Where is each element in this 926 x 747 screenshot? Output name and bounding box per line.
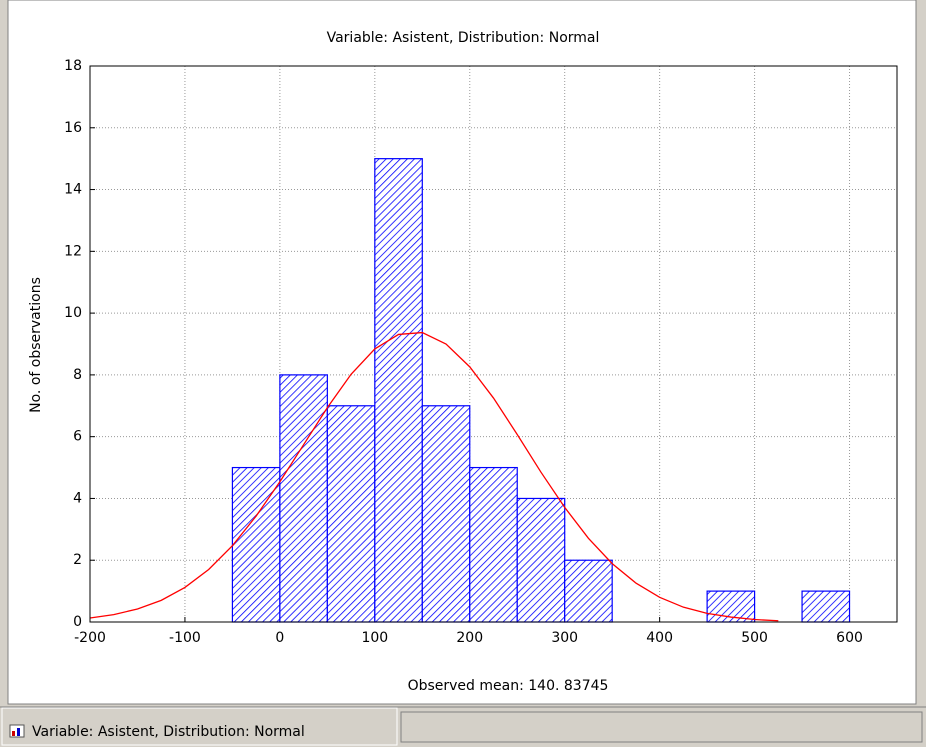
x-tick-label: 600 [836,630,863,646]
x-tick-label: 100 [361,630,388,646]
bar [564,559,613,623]
bar [326,405,376,623]
bar [801,590,851,623]
y-tick-label: 18 [64,58,82,74]
tab-icon-bar [17,728,20,736]
x-axis-label: Observed mean: 140. 83745 [408,678,609,694]
x-tick-label: 500 [741,630,768,646]
bar [279,374,328,623]
x-tick-label: -200 [74,630,106,646]
fitted-curve [89,331,779,622]
y-tick-label: 8 [73,367,82,383]
status-panel [400,711,923,743]
tab-icon-bar [12,731,15,736]
y-tick-label: 14 [64,182,82,198]
y-tick-label: 10 [64,305,82,321]
tab[interactable] [1,707,398,746]
bar [469,466,518,623]
y-axis-label: No. of observations [28,277,44,413]
x-tick-label: 0 [275,630,284,646]
x-tick-label: -100 [169,630,201,646]
bar [516,497,566,623]
tab-label[interactable]: Variable: Asistent, Distribution: Normal [32,724,305,740]
x-tick-label: 200 [456,630,483,646]
bar [421,405,471,623]
bar [374,158,423,623]
y-tick-label: 0 [73,614,82,630]
y-tick-label: 4 [73,490,82,506]
x-tick-label: 400 [646,630,673,646]
x-tick-label: 300 [551,630,578,646]
y-tick-label: 12 [64,243,82,259]
y-tick-label: 6 [73,429,82,445]
y-tick-label: 16 [64,120,82,136]
bar [231,466,281,623]
chart-title: Variable: Asistent, Distribution: Normal [327,30,600,46]
y-tick-label: 2 [73,552,82,568]
plot-border [89,65,898,623]
